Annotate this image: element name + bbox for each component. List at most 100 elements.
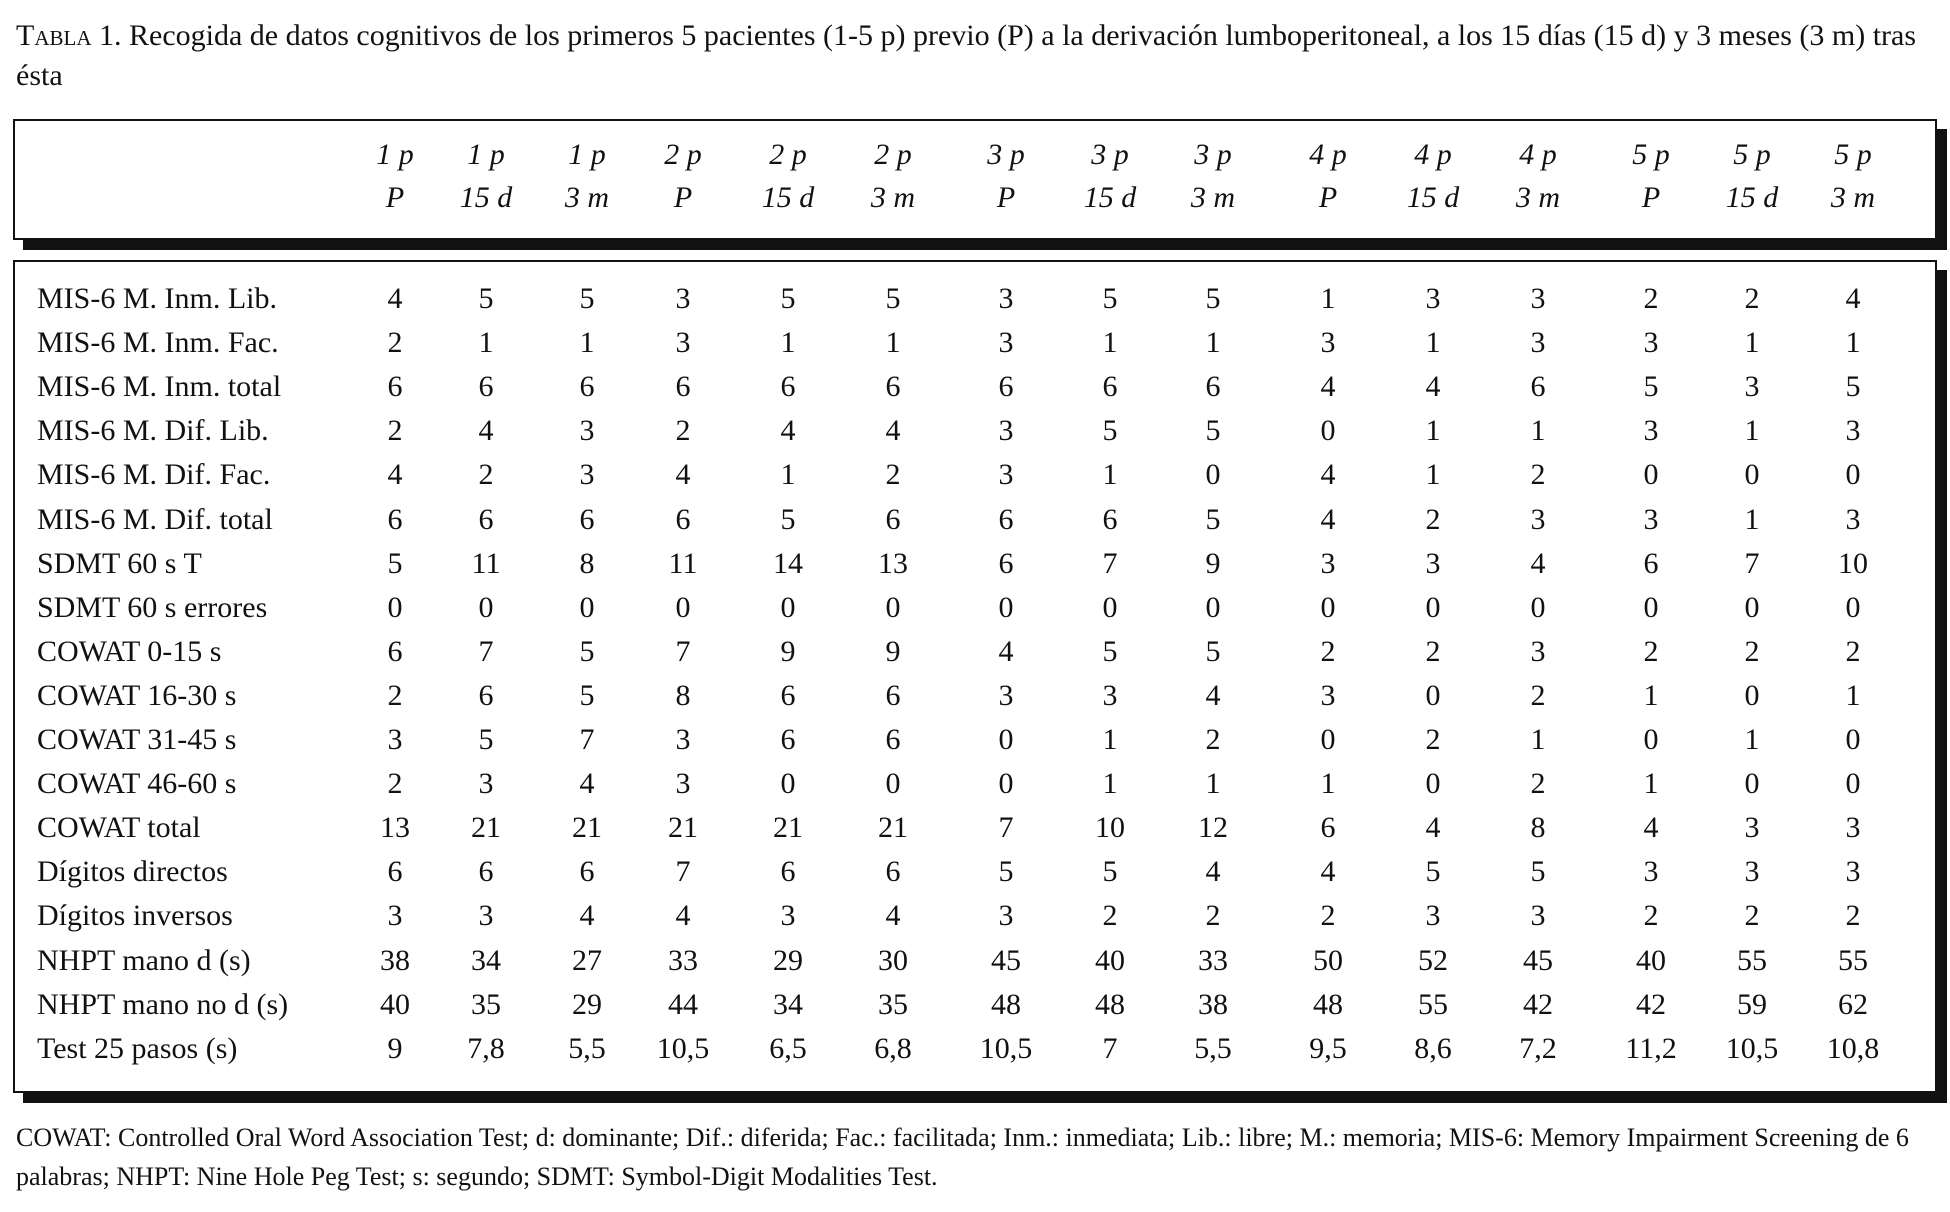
- table-cell: 6: [998, 546, 1014, 580]
- table-cell: 55: [1737, 943, 1767, 977]
- table-cell: 13: [878, 546, 908, 580]
- table-cell: 3: [998, 458, 1014, 492]
- table-cell: 29: [773, 943, 803, 977]
- table-cell: 5: [1530, 855, 1546, 889]
- table-cell: 5: [1205, 414, 1221, 448]
- table-cell: 3: [1320, 546, 1336, 580]
- table-cell: 0: [780, 590, 796, 624]
- table-cell: 6: [579, 370, 595, 404]
- table-cell: 45: [991, 943, 1021, 977]
- table-cell: 1: [780, 458, 796, 492]
- table-cell: 2: [1744, 899, 1760, 933]
- column-header-time: 3 m: [1190, 181, 1236, 214]
- table-cell: 2: [387, 414, 403, 448]
- table-cell: 1: [1643, 678, 1659, 712]
- table-cell: 5: [478, 282, 494, 315]
- table-cell: 6: [675, 370, 691, 404]
- column-header-patient: 4 p: [1309, 138, 1347, 171]
- table-cell: 3: [1845, 414, 1861, 448]
- table-cell: 11,2: [1625, 1031, 1677, 1065]
- table-cell: 27: [572, 943, 602, 977]
- table-cell: 48: [1095, 987, 1125, 1021]
- table-cell: 5: [1643, 370, 1659, 404]
- table-cell: 4: [780, 414, 796, 448]
- row-label: Test 25 pasos (s): [37, 1031, 238, 1065]
- table-cell: 1: [780, 326, 796, 360]
- table-cell: 6: [387, 370, 403, 404]
- table-cell: 0: [1320, 590, 1336, 624]
- table-cell: 21: [572, 811, 602, 845]
- row-label: Dígitos directos: [37, 855, 228, 889]
- table-cell: 0: [1425, 590, 1441, 624]
- table-cell: 0: [675, 590, 691, 624]
- table-cell: 5,5: [1194, 1031, 1232, 1065]
- table-cell: 59: [1737, 987, 1767, 1021]
- table-cell: 2: [1643, 899, 1659, 933]
- table-cell: 0: [1205, 458, 1221, 492]
- table-cell: 1: [1643, 767, 1659, 801]
- table-cell: 0: [998, 723, 1014, 756]
- table-cell: 1: [1102, 723, 1118, 756]
- table-cell: 6: [885, 855, 901, 889]
- table-cell: 7: [675, 634, 691, 668]
- table-cell: 10,5: [656, 1031, 710, 1065]
- table-cell: 3: [1643, 855, 1659, 889]
- column-header-patient: 4 p: [1414, 138, 1452, 171]
- table-cell: 34: [773, 987, 803, 1021]
- table-cell: 7,2: [1519, 1031, 1557, 1065]
- table-cell: 5: [1102, 414, 1118, 448]
- column-header-time: 15 d: [761, 181, 815, 214]
- table-cell: 1: [1102, 767, 1118, 801]
- table-cell: 3: [675, 326, 691, 360]
- table-cell: 4: [579, 767, 595, 801]
- table-cell: 34: [471, 943, 501, 977]
- table-cell: 2: [1845, 634, 1861, 668]
- table-cell: 6: [478, 370, 494, 404]
- table-cell: 3: [1845, 502, 1861, 536]
- table-cell: 9: [1205, 546, 1221, 580]
- table-cell: 6: [780, 678, 796, 712]
- table-cell: 0: [1744, 678, 1760, 712]
- table-cell: 21: [773, 811, 803, 845]
- table-cell: 4: [387, 282, 403, 315]
- table-cell: 0: [1845, 458, 1861, 492]
- table-cell: 3: [478, 899, 494, 933]
- table-cell: 6: [885, 502, 901, 536]
- table-cell: 7: [998, 811, 1014, 845]
- column-header-patient: 2 p: [664, 138, 702, 171]
- table-cell: 30: [878, 943, 908, 977]
- table-cell: 1: [1102, 458, 1118, 492]
- table-cell: 0: [885, 590, 901, 624]
- table-cell: 0: [1845, 590, 1861, 624]
- table-cell: 3: [675, 282, 691, 315]
- table-cell: 38: [380, 943, 410, 977]
- table-cell: 5: [1102, 855, 1118, 889]
- table-cell: 11: [668, 546, 698, 580]
- row-label: SDMT 60 s T: [37, 546, 202, 580]
- column-header-patient: 3 p: [1194, 138, 1232, 171]
- table-cell: 0: [1205, 590, 1221, 624]
- table-cell: 6: [998, 370, 1014, 404]
- table-cell: 2: [1530, 767, 1546, 801]
- table-cell: 2: [1425, 723, 1441, 756]
- table-cell: 4: [1425, 370, 1441, 404]
- table-cell: 3: [675, 767, 691, 801]
- table-cell: 1: [1845, 678, 1861, 712]
- column-header-time: 15 d: [459, 181, 513, 214]
- table-cell: 3: [387, 899, 403, 933]
- table-cell: 4: [478, 414, 494, 448]
- table-cell: 0: [579, 590, 595, 624]
- column-header-time: 15 d: [1406, 181, 1460, 214]
- table-cell: 4: [998, 634, 1014, 668]
- row-label: MIS-6 M. Inm. Lib.: [37, 282, 277, 315]
- row-label: MIS-6 M. Dif. Fac.: [37, 458, 271, 492]
- table-cell: 1: [1744, 723, 1760, 756]
- table-cell: 3: [675, 723, 691, 756]
- table-cell: 3: [1530, 326, 1546, 360]
- table-cell: 5,5: [568, 1031, 606, 1065]
- table-cell: 3: [1530, 899, 1546, 933]
- table-cell: 4: [579, 899, 595, 933]
- table-cell: 6: [675, 502, 691, 536]
- table-cell: 6: [478, 855, 494, 889]
- table-cell: 9: [780, 634, 796, 668]
